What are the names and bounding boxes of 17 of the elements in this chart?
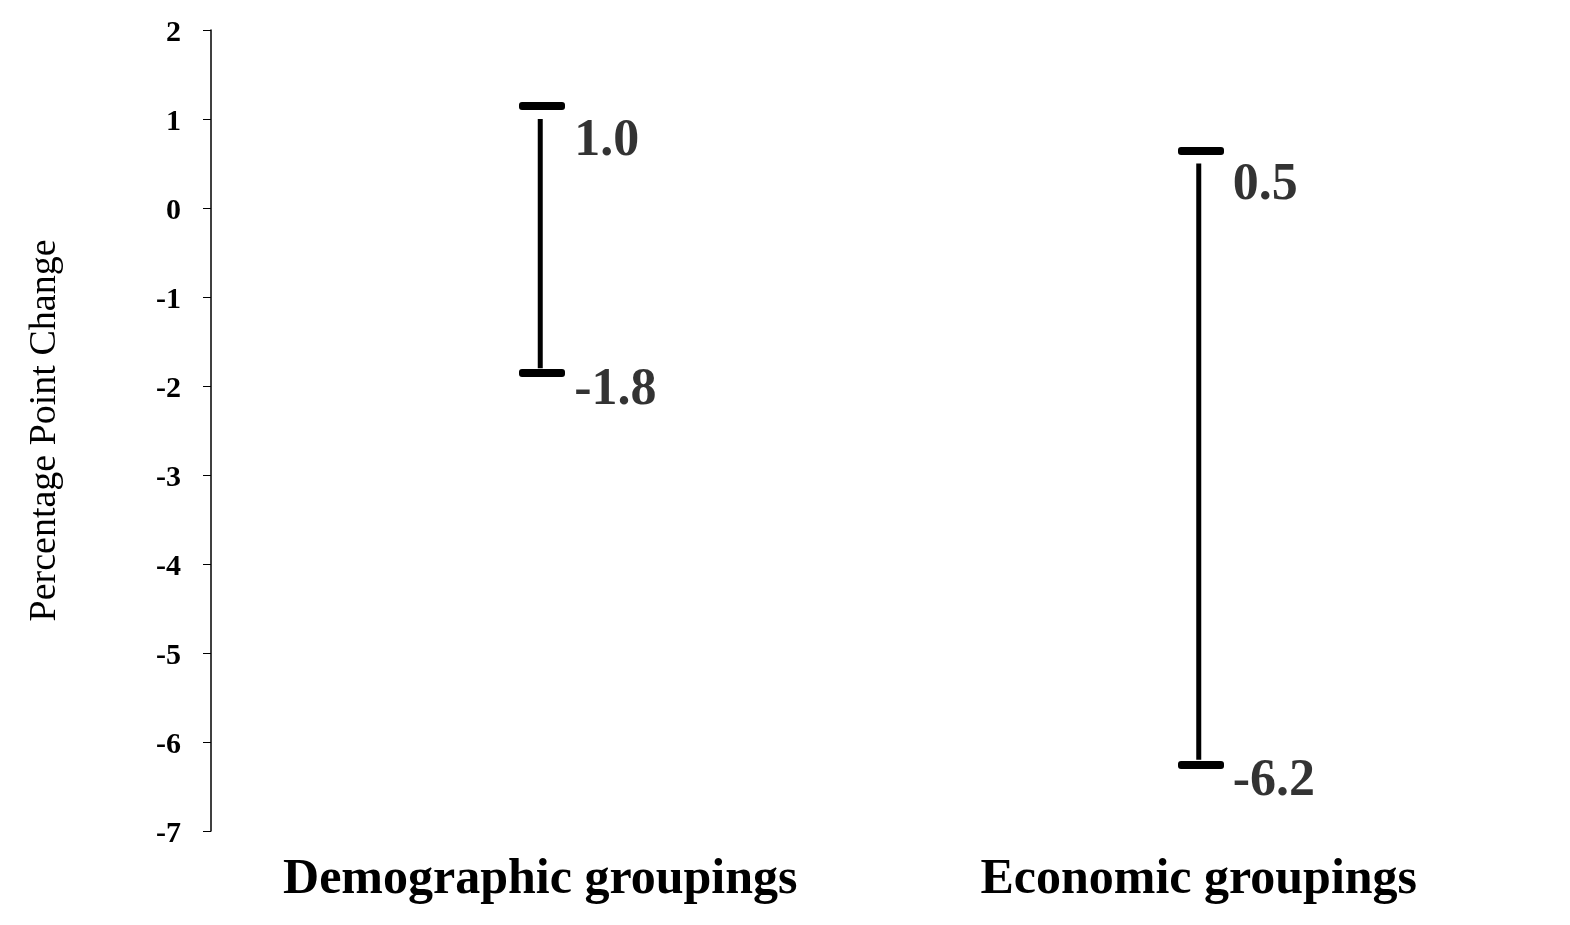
annotation: 0.5 [1232,153,1298,210]
y-tick-label: -6 [156,725,181,759]
annotation: 1.0 [574,108,640,166]
x-tick-label: Demographic groupings [283,848,798,904]
y-tick-label: -1 [156,280,181,314]
y-tick-label: -4 [156,547,181,581]
annotation: -6.2 [1232,749,1316,807]
annotation: -1.8 [574,357,657,415]
y-tick-label: 1 [166,102,181,136]
y-tick-label: -7 [156,814,181,848]
x-tick-label: Economic groupings [980,848,1418,904]
y-tick-label: 0 [166,191,181,225]
y-tick-label: 2 [166,13,181,47]
y-tick-label: -2 [156,369,181,403]
y-axis-title: Percentage Point Change [21,239,63,622]
y-tick-label: -3 [156,458,181,492]
y-tick-label: -5 [156,636,181,670]
